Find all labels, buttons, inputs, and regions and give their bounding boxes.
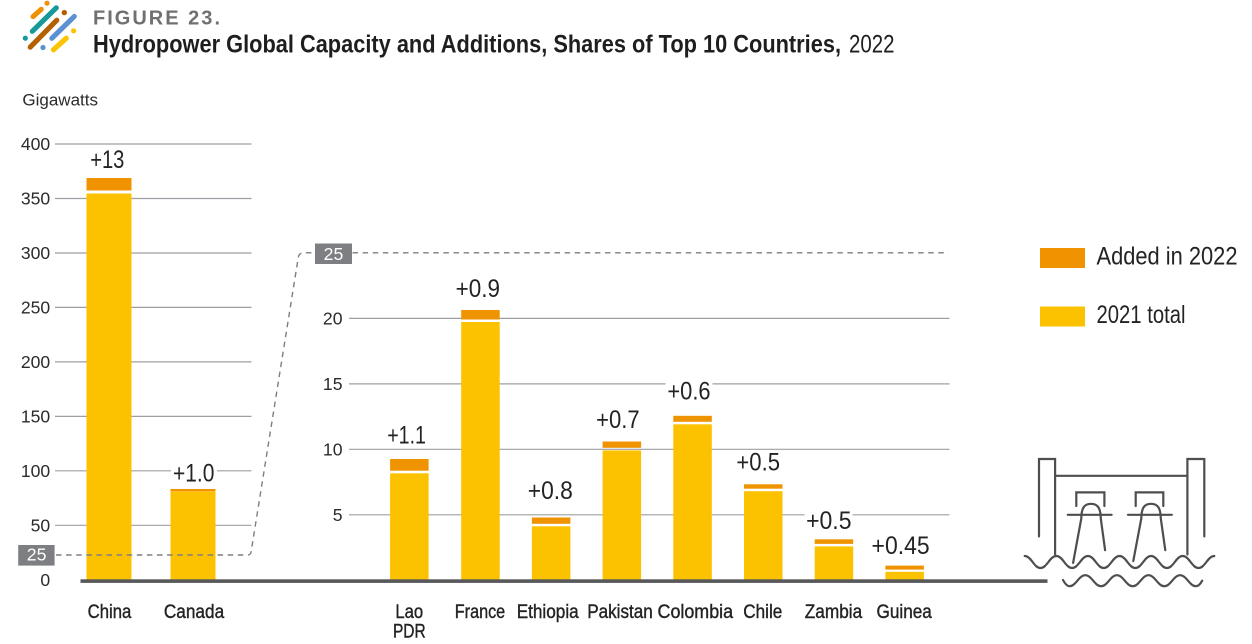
svg-text:+0.6: +0.6 — [667, 378, 710, 406]
svg-text:+0.9: +0.9 — [456, 275, 500, 303]
svg-text:2021 total: 2021 total — [1097, 301, 1186, 329]
svg-text:Lao: Lao — [395, 601, 423, 623]
svg-text:0: 0 — [40, 570, 50, 590]
svg-text:Chile: Chile — [743, 601, 782, 623]
svg-text:+1.1: +1.1 — [387, 422, 426, 450]
svg-text:2022: 2022 — [849, 30, 895, 58]
svg-text:+0.45: +0.45 — [872, 532, 930, 560]
svg-text:25: 25 — [324, 244, 344, 264]
svg-text:France: France — [455, 601, 505, 623]
svg-text:Zambia: Zambia — [805, 601, 862, 623]
svg-text:Added in 2022: Added in 2022 — [1097, 243, 1238, 271]
svg-text:20: 20 — [323, 308, 343, 328]
svg-text:China: China — [88, 601, 132, 623]
svg-text:+1.0: +1.0 — [173, 459, 214, 487]
svg-text:25: 25 — [27, 544, 47, 564]
svg-text:Canada: Canada — [164, 601, 224, 623]
svg-text:+13: +13 — [90, 146, 124, 174]
svg-text:Ethiopia: Ethiopia — [517, 601, 579, 623]
svg-text:100: 100 — [21, 461, 51, 481]
svg-text:300: 300 — [21, 243, 51, 263]
svg-text:+0.5: +0.5 — [806, 507, 851, 535]
svg-text:Gigawatts: Gigawatts — [22, 91, 98, 110]
svg-text:Hydropower Global Capacity and: Hydropower Global Capacity and Additions… — [93, 30, 841, 58]
svg-text:FIGURE 23.: FIGURE 23. — [93, 8, 220, 30]
svg-text:400: 400 — [21, 134, 51, 154]
svg-text:15: 15 — [323, 374, 343, 394]
svg-text:250: 250 — [21, 297, 51, 317]
svg-text:+0.7: +0.7 — [596, 406, 640, 434]
svg-text:50: 50 — [31, 515, 51, 535]
svg-text:5: 5 — [333, 505, 343, 525]
svg-text:200: 200 — [21, 352, 51, 372]
svg-text:Pakistan: Pakistan — [587, 601, 653, 623]
svg-text:10: 10 — [323, 439, 343, 459]
svg-text:150: 150 — [21, 406, 51, 426]
svg-text:PDR: PDR — [393, 621, 426, 643]
svg-text:350: 350 — [21, 189, 51, 209]
svg-text:+0.5: +0.5 — [736, 449, 780, 477]
svg-text:Colombia: Colombia — [658, 601, 734, 623]
svg-text:+0.8: +0.8 — [528, 477, 573, 505]
svg-text:Guinea: Guinea — [877, 601, 932, 623]
